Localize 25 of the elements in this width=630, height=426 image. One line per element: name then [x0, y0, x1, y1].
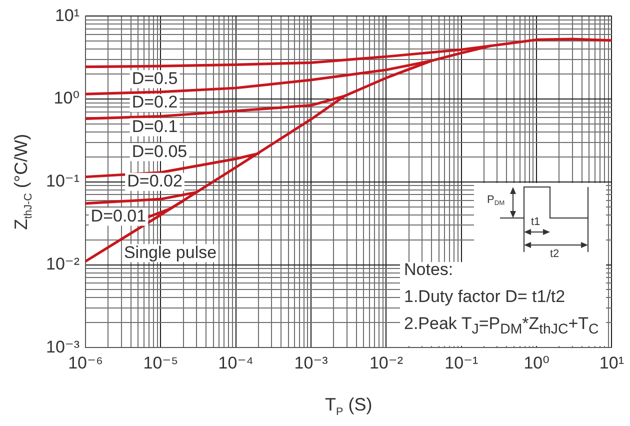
- annotation: t2: [550, 248, 560, 260]
- x-tick-label: 10⁻¹: [444, 353, 478, 372]
- y-tick-label: 10¹: [54, 6, 80, 25]
- series-label: D=0.02: [127, 172, 182, 191]
- x-tick-label: 10⁻²: [369, 353, 404, 372]
- series-label: D=0.01: [90, 206, 146, 226]
- y-tick-label: 10⁻²: [46, 254, 80, 274]
- series-label: Single pulse: [124, 242, 217, 262]
- series-label: D=0.1: [132, 116, 178, 136]
- annotation: 1.Duty factor D= t1/t2: [404, 286, 566, 308]
- y-tick-label: 10⁻¹: [46, 172, 80, 191]
- series-label: D=0.05: [132, 142, 188, 161]
- y-axis-title: ZthJ-C (°C/W): [10, 134, 34, 230]
- x-tick-label: 10⁻⁵: [143, 353, 178, 372]
- annotation: t1: [531, 216, 540, 228]
- series-label: D=0.2: [132, 92, 178, 112]
- x-tick-label: 10¹: [599, 353, 624, 372]
- annotation: P$_{DM}$: [487, 194, 505, 208]
- annotation: Notes:: [404, 259, 454, 281]
- annotation: 2.Peak T$_{J}$=P$_{DM}$*Z$_{thJC}$+T$_{C}$: [404, 313, 599, 340]
- x-tick-label: 10⁻⁴: [218, 353, 254, 372]
- y-tick-label: 10⁰: [54, 88, 80, 108]
- series-label: D=0.5: [132, 68, 178, 88]
- x-tick-label: 10⁻³: [294, 353, 328, 372]
- x-tick-label: 10⁰: [524, 353, 550, 372]
